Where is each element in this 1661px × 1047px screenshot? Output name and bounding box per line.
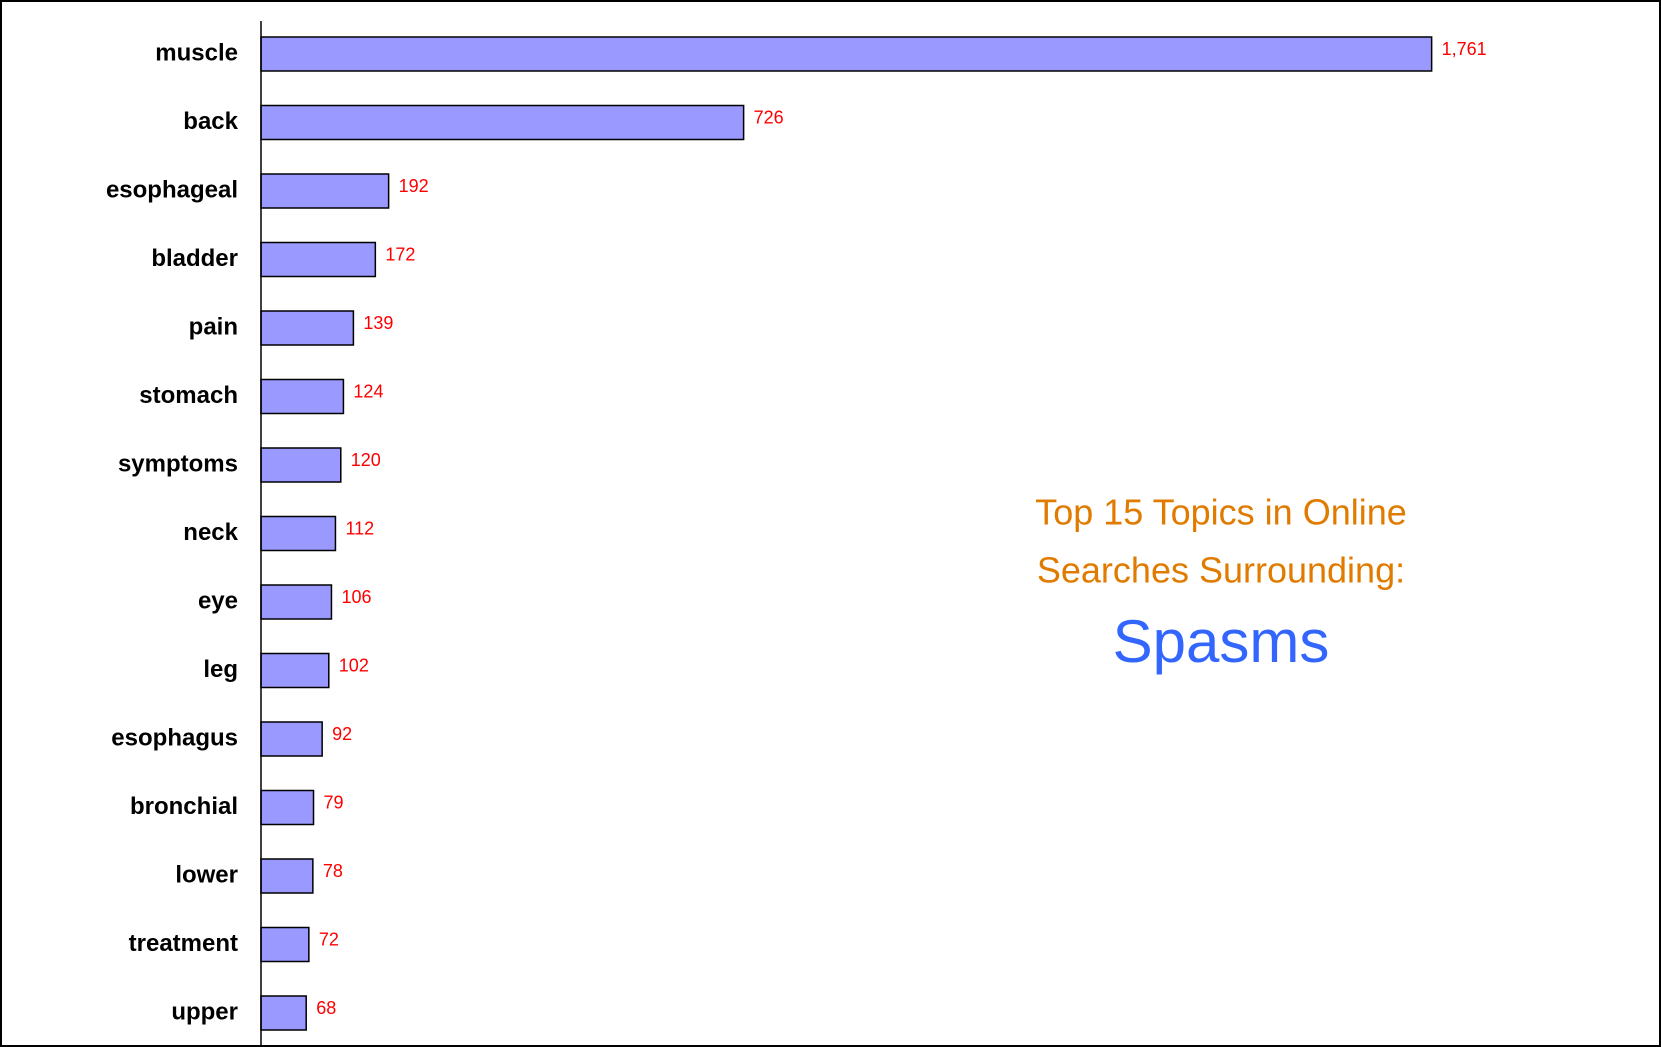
- category-label: symptoms: [118, 450, 238, 477]
- category-label: leg: [203, 656, 238, 683]
- bar: [260, 721, 323, 757]
- data-label: 106: [341, 587, 371, 607]
- category-label: back: [183, 108, 238, 135]
- bar: [260, 173, 390, 209]
- data-label: 79: [324, 792, 344, 812]
- category-label: muscle: [155, 39, 238, 66]
- bar: [260, 447, 342, 483]
- category-label: neck: [183, 519, 238, 546]
- data-label: 112: [345, 518, 374, 538]
- data-label: 1,761: [1442, 39, 1487, 59]
- category-label: treatment: [129, 930, 238, 957]
- category-label: stomach: [139, 382, 238, 409]
- chart-title-line: Top 15 Topics in Online: [1035, 492, 1407, 533]
- data-label: 726: [754, 107, 784, 127]
- bar: [260, 995, 307, 1031]
- category-label: lower: [175, 861, 238, 888]
- category-label: bronchial: [130, 793, 238, 820]
- data-label: 72: [319, 929, 339, 949]
- category-label: upper: [171, 998, 238, 1025]
- bar: [260, 104, 745, 141]
- bar: [260, 926, 310, 963]
- category-label: esophagus: [111, 724, 238, 751]
- bar: [260, 789, 315, 826]
- chart-subtitle: Spasms: [1113, 608, 1330, 675]
- data-label: 192: [399, 176, 429, 196]
- bar: [260, 652, 330, 689]
- bar: [260, 310, 355, 346]
- chart-title-line: Searches Surrounding:: [1037, 550, 1405, 591]
- bar: [260, 378, 345, 415]
- data-label: 172: [385, 244, 415, 264]
- data-label: 78: [323, 861, 343, 881]
- bar: [260, 515, 337, 552]
- data-label: 120: [351, 450, 381, 470]
- category-label: bladder: [151, 245, 238, 272]
- category-label: pain: [189, 313, 238, 340]
- bar: [260, 584, 333, 620]
- category-label: esophageal: [106, 176, 238, 203]
- bar: [260, 36, 1433, 72]
- data-label: 124: [353, 381, 383, 401]
- data-label: 139: [363, 313, 393, 333]
- bar: [260, 858, 314, 894]
- bar: [260, 241, 377, 278]
- data-label: 102: [339, 655, 369, 675]
- data-label: 92: [332, 724, 352, 744]
- category-label: eye: [198, 587, 238, 614]
- data-label: 68: [316, 998, 336, 1018]
